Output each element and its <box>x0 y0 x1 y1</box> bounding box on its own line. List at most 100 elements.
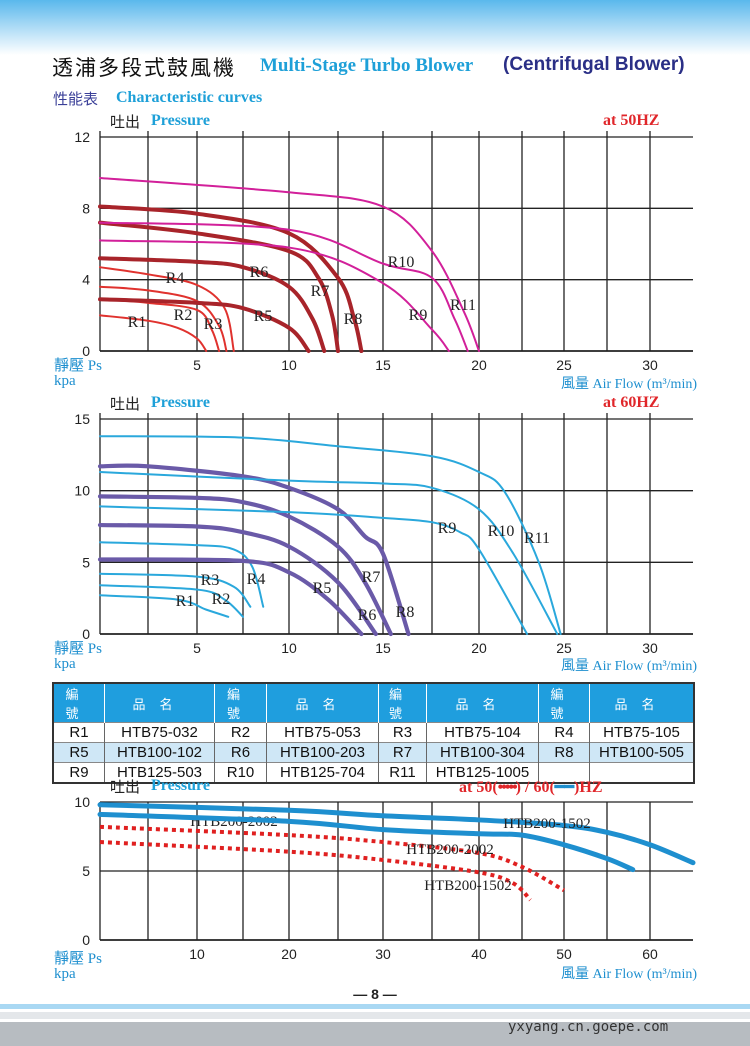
y-tick-label: 5 <box>82 554 90 570</box>
top-gradient-band <box>0 0 750 55</box>
title-english: Multi-Stage Turbo Blower <box>260 55 474 76</box>
x-tick-label: 10 <box>189 946 205 962</box>
legend-text: at 50( <box>459 779 498 796</box>
x-tick-label: 30 <box>642 640 658 656</box>
cell-model <box>589 762 694 783</box>
curve-label: R1 <box>128 314 147 331</box>
static-pressure-label-1: 靜壓 Ps <box>54 358 102 374</box>
airflow-label-1: 風量 Air Flow (m³/min) <box>560 377 697 392</box>
x-tick-label: 10 <box>281 640 297 656</box>
col-header-model: 品名 <box>266 683 379 723</box>
curve-r8 <box>97 463 411 637</box>
curve-r10 <box>99 471 559 635</box>
cell-code: R10 <box>214 762 267 783</box>
y-tick-label: 0 <box>82 626 90 642</box>
curve-label: HTB200-2002 <box>406 842 494 858</box>
cell-model: HTB125-1005 <box>426 762 539 783</box>
table-header-row: 編號 品名 編號 品名 編號 品名 編號 品名 <box>52 683 694 723</box>
curve-r1 <box>99 314 208 352</box>
cell-model: HTB75-053 <box>266 722 379 743</box>
curve-r6 <box>98 256 327 353</box>
cell-code: R4 <box>538 722 590 743</box>
y-tick-label: 12 <box>74 129 90 145</box>
curve-r9 <box>99 505 529 635</box>
static-pressure-label-2: 靜壓 Ps <box>54 641 102 657</box>
curve-label: R7 <box>311 283 330 300</box>
x-tick-label: 20 <box>471 640 487 656</box>
curve-label: R3 <box>204 316 223 333</box>
page-number: — 8 — <box>353 986 397 1002</box>
curve-label: R9 <box>409 307 428 324</box>
frequency-legend: at 50(•••••) / 60(━━)HZ <box>459 777 603 797</box>
curve-htb200-1502-50hz <box>99 840 532 902</box>
col-header-model: 品名 <box>104 683 215 723</box>
curve-label: R1 <box>176 593 195 610</box>
pressure-label-en-3: Pressure <box>151 777 210 794</box>
kpa-label-2: kpa <box>54 656 76 672</box>
curve-htb200-2002-50hz <box>99 824 565 893</box>
title-chinese: 透浦多段式鼓風機 <box>52 56 236 80</box>
curve-r2 <box>99 584 244 618</box>
subtitle-english: Characteristic curves <box>116 89 263 106</box>
curve-label: HTB200-1502 <box>424 878 512 894</box>
airflow-label-3: 風量 Air Flow (m³/min) <box>560 967 697 982</box>
legend-text: ) / 60( <box>515 779 555 796</box>
cell-model: HTB100-304 <box>426 742 539 763</box>
x-tick-label: 10 <box>281 357 297 373</box>
curve-label: R10 <box>488 523 515 540</box>
x-tick-label: 40 <box>471 946 487 962</box>
curve-label: R4 <box>247 571 266 588</box>
curve-r1 <box>99 594 230 618</box>
curve-label: R11 <box>524 530 550 547</box>
cell-model: HTB75-105 <box>589 722 694 743</box>
curve-label: HTB200-1502 <box>503 816 591 832</box>
x-tick-label: 15 <box>375 357 391 373</box>
cell-code: R6 <box>214 742 267 763</box>
x-tick-label: 5 <box>193 357 201 373</box>
curve-label: R8 <box>344 311 363 328</box>
cell-model: HTB75-032 <box>104 722 215 743</box>
legend-text: )HZ <box>574 779 603 796</box>
y-tick-label: 8 <box>82 200 90 216</box>
x-tick-label: 60 <box>642 946 658 962</box>
cell-code: R5 <box>52 742 105 763</box>
frequency-label-60hz: at 60HZ <box>603 394 660 411</box>
cell-code: R9 <box>52 762 105 783</box>
col-header-model: 品名 <box>589 683 694 723</box>
model-table: 編號 品名 編號 品名 編號 品名 編號 品名 R1 HTB75-032 R2 … <box>52 682 695 784</box>
col-header-model: 品名 <box>426 683 539 723</box>
curve-label: R11 <box>450 297 476 314</box>
curve-label: R3 <box>201 572 220 589</box>
x-tick-label: 25 <box>556 640 572 656</box>
airflow-label-2: 風量 Air Flow (m³/min) <box>560 659 697 674</box>
x-tick-label: 20 <box>471 357 487 373</box>
col-header-code: 編號 <box>378 683 427 723</box>
table-row: R9 HTB125-503 R10 HTB125-704 R11 HTB125-… <box>52 762 694 783</box>
curve-htb200-2002-60hz <box>97 802 696 866</box>
curve-r7 <box>98 220 340 353</box>
pressure-label-en-2: Pressure <box>151 394 210 411</box>
curve-label: R2 <box>212 591 231 608</box>
cell-model: HTB75-104 <box>426 722 539 743</box>
subtitle-chinese: 性能表 <box>53 90 99 108</box>
x-tick-label: 5 <box>193 640 201 656</box>
title-english-sub: (Centrifugal Blower) <box>503 54 685 75</box>
y-tick-label: 10 <box>74 483 90 499</box>
curve-label: R2 <box>174 307 193 324</box>
pressure-label-cn-2: 吐出 <box>110 395 141 413</box>
y-tick-label: 15 <box>74 411 90 427</box>
pressure-label-en-1: Pressure <box>151 112 210 129</box>
col-header-code: 編號 <box>52 683 105 723</box>
y-tick-label: 0 <box>82 343 90 359</box>
col-header-code: 編號 <box>538 683 590 723</box>
footer-band <box>0 1012 750 1019</box>
curve-r4 <box>99 541 265 608</box>
frequency-label-50hz: at 50HZ <box>603 112 660 129</box>
kpa-label-1: kpa <box>54 373 76 389</box>
pressure-label-cn-3: 吐出 <box>110 778 141 796</box>
x-tick-label: 50 <box>556 946 572 962</box>
curve-r11 <box>99 435 562 635</box>
curve-label: R6 <box>250 264 269 281</box>
curve-label: R5 <box>313 580 332 597</box>
